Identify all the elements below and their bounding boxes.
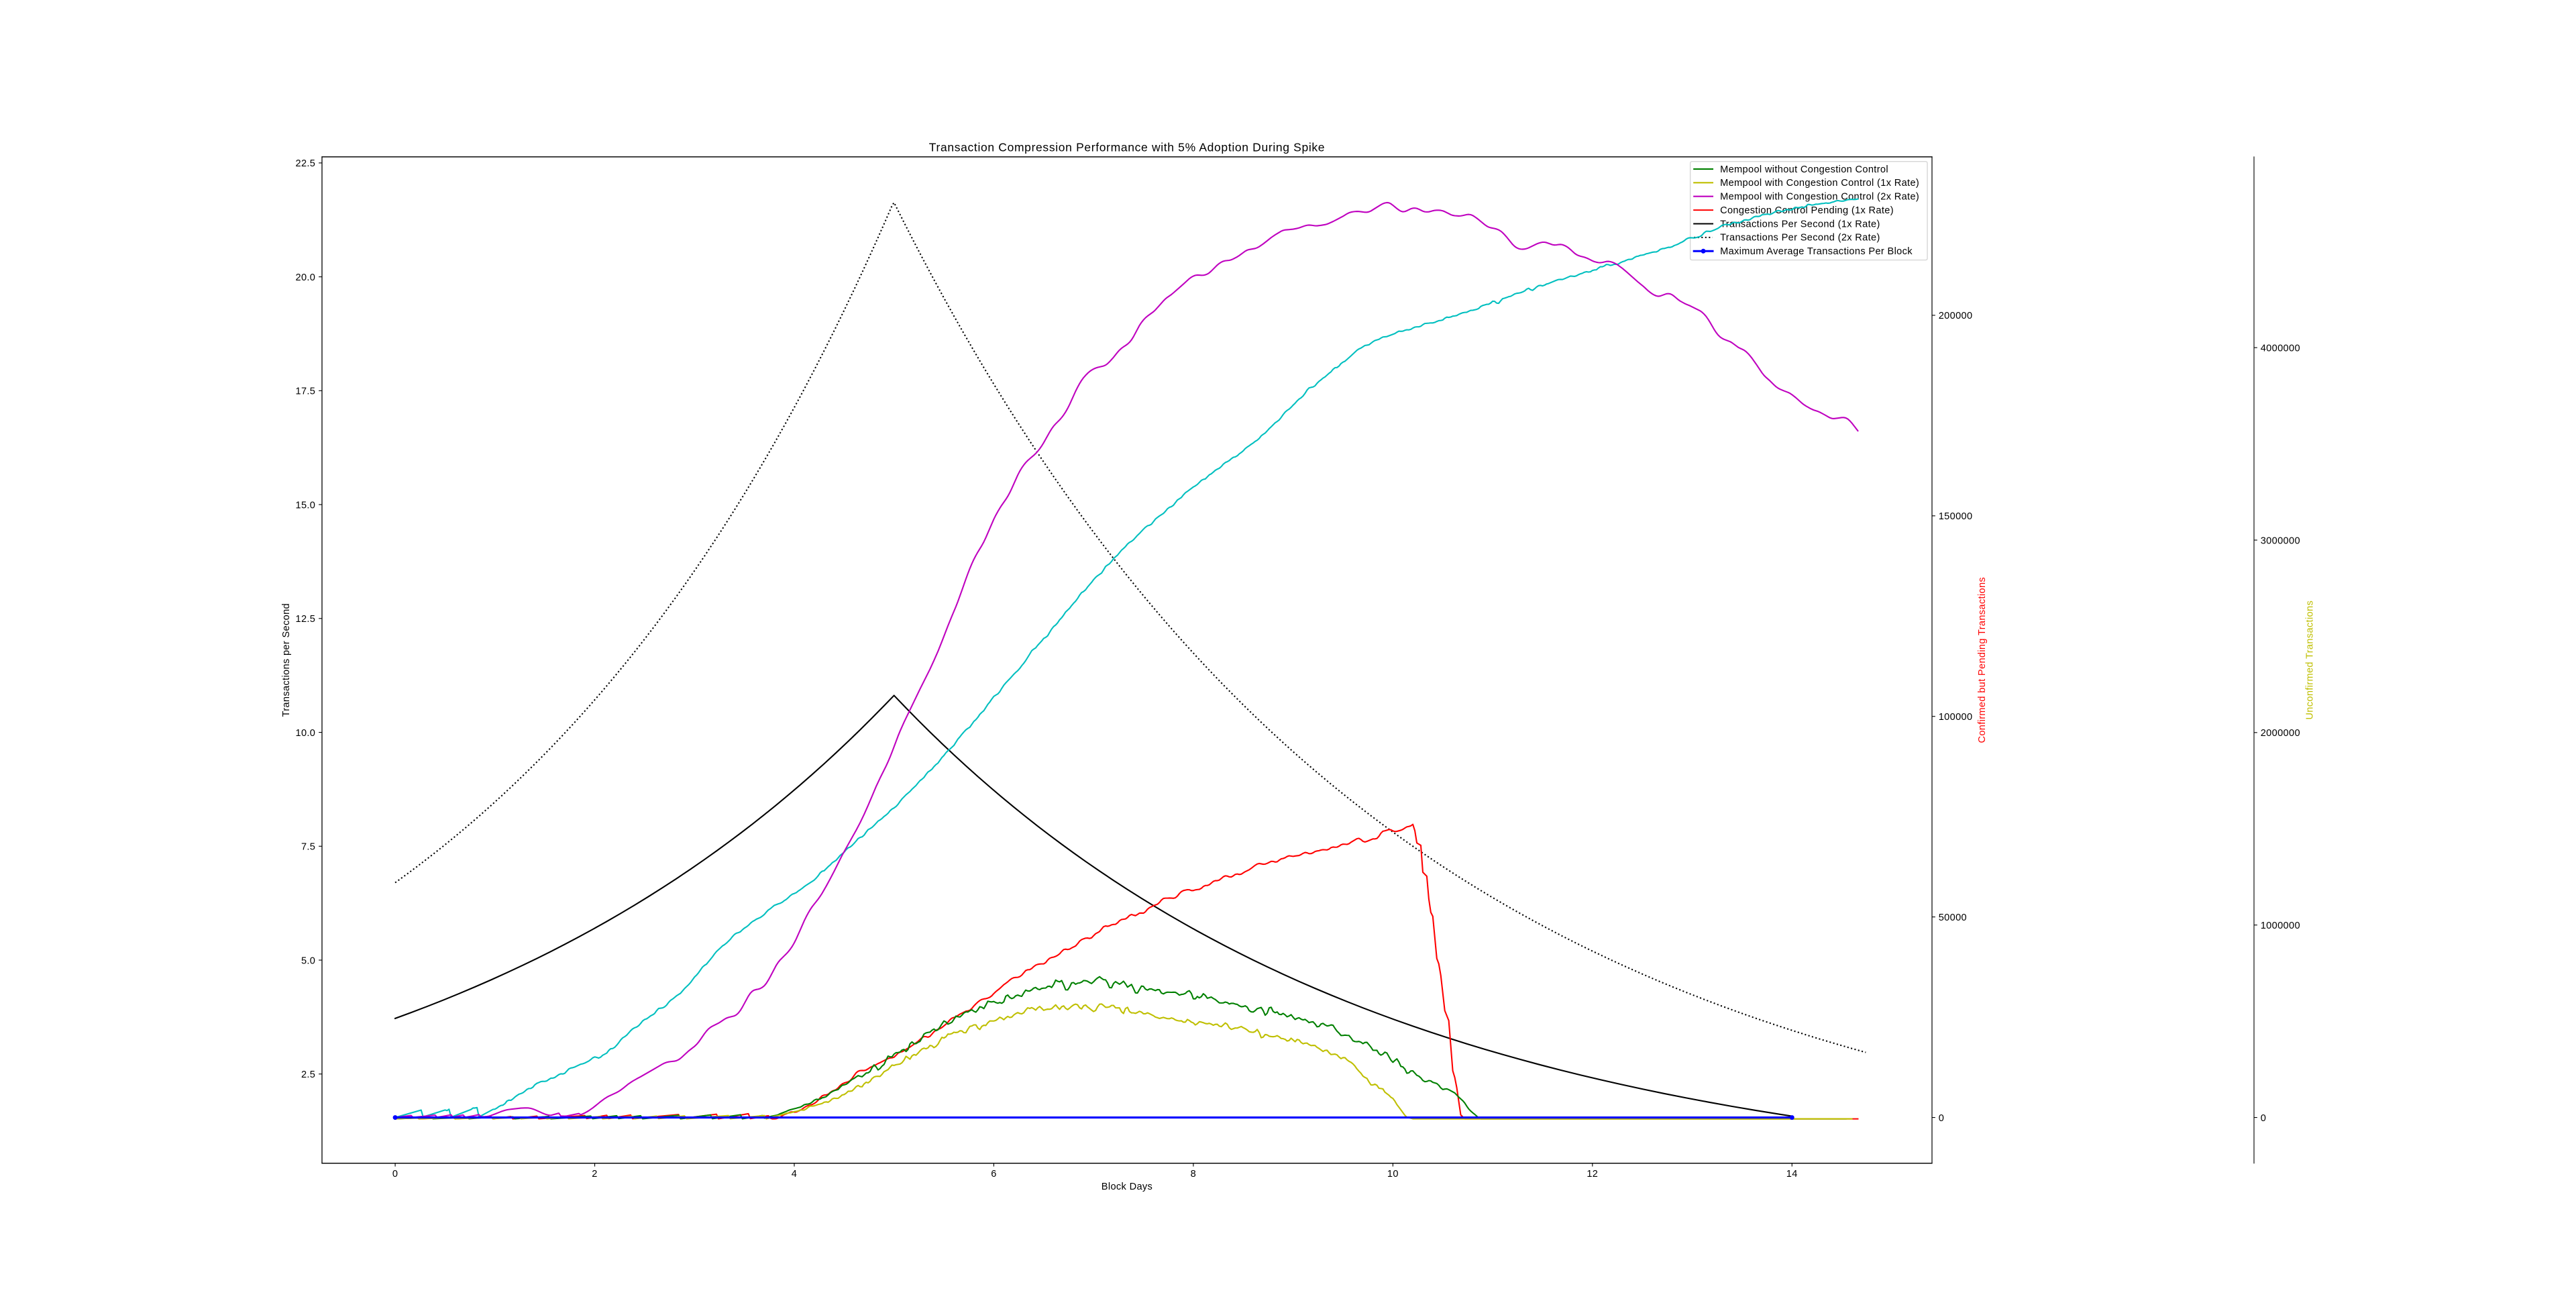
svg-text:2.5: 2.5 [301, 1069, 315, 1080]
svg-text:0: 0 [1939, 1113, 1944, 1124]
svg-text:Mempool with Congestion Contro: Mempool with Congestion Control (2x Rate… [1720, 192, 1919, 203]
svg-text:Confirmed but Pending Transact: Confirmed but Pending Transactions [1977, 577, 1988, 743]
svg-text:0: 0 [2261, 1113, 2266, 1124]
svg-text:150000: 150000 [1939, 511, 1973, 522]
svg-text:Mempool with Congestion Contro: Mempool with Congestion Control (1x Rate… [1720, 178, 1919, 189]
svg-text:10: 10 [1387, 1169, 1399, 1180]
svg-text:8: 8 [1191, 1169, 1196, 1180]
svg-text:12.5: 12.5 [296, 614, 316, 625]
svg-text:17.5: 17.5 [296, 386, 316, 397]
svg-text:50000: 50000 [1939, 912, 1967, 923]
svg-text:Transaction Compression Perfor: Transaction Compression Performance with… [929, 140, 1325, 154]
svg-text:12: 12 [1587, 1169, 1598, 1180]
svg-text:Mempool without Congestion Con: Mempool without Congestion Control [1720, 164, 1888, 175]
svg-text:Unconfirmed Transactions: Unconfirmed Transactions [2305, 600, 2316, 720]
svg-text:22.5: 22.5 [296, 158, 316, 169]
svg-text:100000: 100000 [1939, 712, 1973, 723]
svg-text:4000000: 4000000 [2261, 343, 2300, 354]
svg-text:10.0: 10.0 [296, 728, 316, 739]
svg-text:6: 6 [991, 1169, 996, 1180]
svg-text:Maximum Average Transactions P: Maximum Average Transactions Per Block [1720, 246, 1913, 257]
svg-text:0: 0 [392, 1169, 398, 1180]
svg-text:15.0: 15.0 [296, 500, 316, 511]
svg-text:Transactions per Second: Transactions per Second [281, 603, 292, 717]
svg-text:5.0: 5.0 [301, 955, 315, 966]
svg-text:7.5: 7.5 [301, 842, 315, 853]
svg-text:20.0: 20.0 [296, 272, 316, 283]
svg-text:Transactions Per Second (2x Ra: Transactions Per Second (2x Rate) [1720, 233, 1880, 244]
svg-text:200000: 200000 [1939, 311, 1973, 321]
svg-text:Congestion Control Pending (1x: Congestion Control Pending (1x Rate) [1720, 205, 1894, 216]
svg-text:4: 4 [792, 1169, 797, 1180]
svg-text:3000000: 3000000 [2261, 535, 2300, 546]
svg-text:Transactions Per Second (1x Ra: Transactions Per Second (1x Rate) [1720, 219, 1880, 229]
svg-text:Block Days: Block Days [1102, 1182, 1152, 1192]
svg-text:14: 14 [1786, 1169, 1798, 1180]
svg-text:2000000: 2000000 [2261, 728, 2300, 739]
svg-text:1000000: 1000000 [2261, 921, 2300, 931]
svg-text:2: 2 [592, 1169, 597, 1180]
